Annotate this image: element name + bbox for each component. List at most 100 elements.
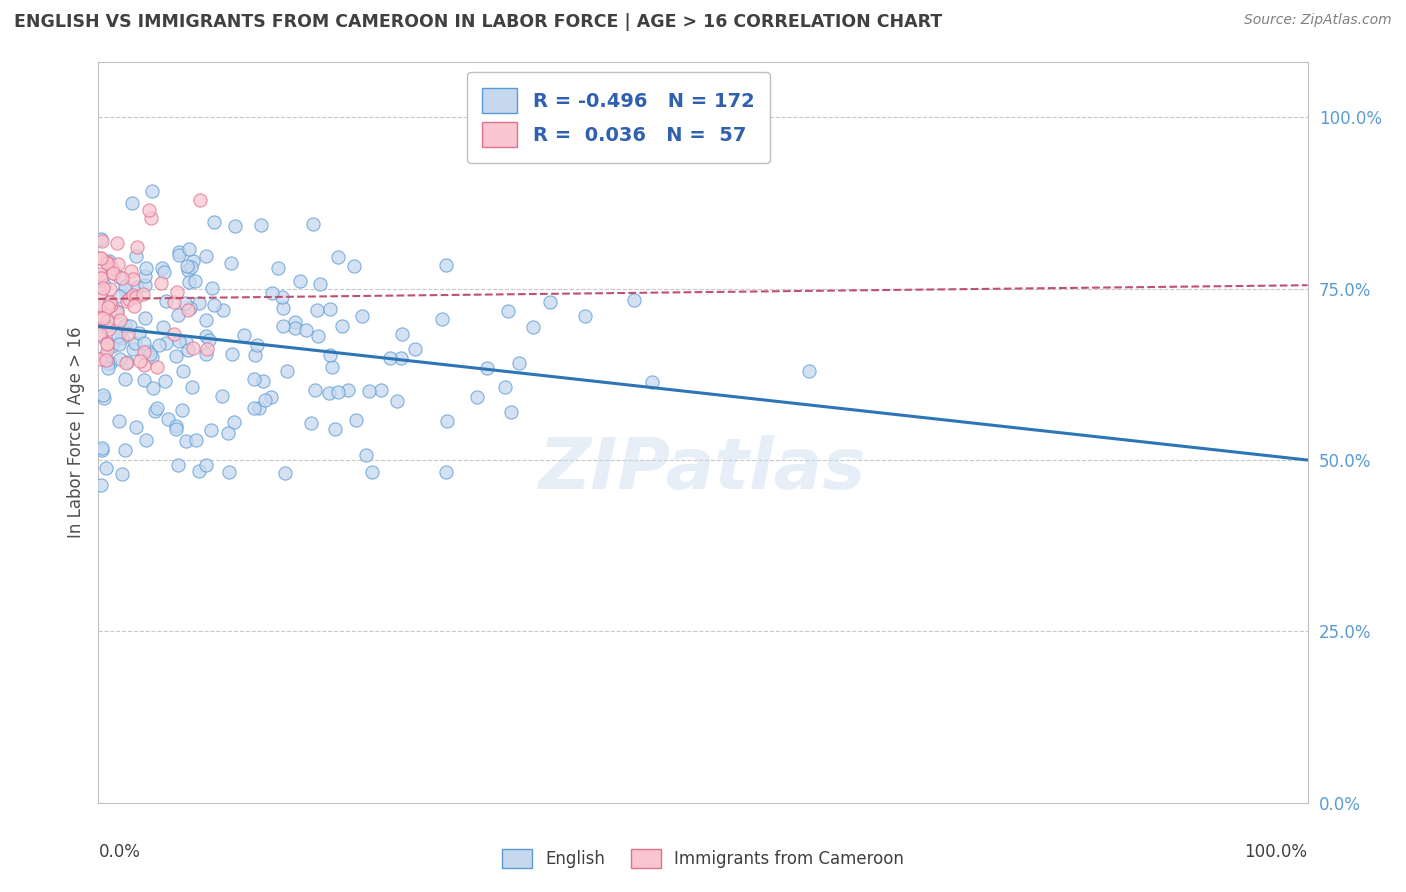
Point bbox=[271, 301, 294, 316]
Point bbox=[190, 194, 212, 208]
Point bbox=[165, 418, 187, 433]
Point bbox=[132, 358, 155, 372]
Point bbox=[89, 286, 111, 301]
Point bbox=[125, 419, 148, 434]
Point bbox=[96, 314, 118, 328]
Point bbox=[318, 348, 340, 362]
Point bbox=[135, 260, 157, 275]
Point bbox=[139, 211, 162, 226]
Point bbox=[90, 441, 112, 455]
Point bbox=[111, 467, 134, 482]
Point bbox=[260, 286, 283, 301]
Point bbox=[98, 322, 121, 336]
Point bbox=[172, 364, 194, 378]
Point bbox=[125, 249, 148, 263]
Point bbox=[132, 344, 155, 359]
Point bbox=[274, 466, 297, 480]
Point bbox=[121, 195, 143, 210]
Point bbox=[179, 301, 201, 316]
Point bbox=[172, 402, 194, 417]
Point bbox=[224, 219, 246, 234]
Point bbox=[475, 361, 498, 376]
Point bbox=[100, 298, 122, 312]
Point bbox=[97, 356, 120, 370]
Point bbox=[136, 343, 159, 358]
Point bbox=[153, 375, 176, 389]
Point bbox=[96, 255, 118, 269]
Point bbox=[166, 285, 188, 299]
Point bbox=[177, 275, 200, 289]
Point bbox=[90, 235, 112, 249]
Point bbox=[97, 360, 120, 375]
Point bbox=[195, 342, 218, 356]
Point bbox=[221, 347, 243, 361]
Point bbox=[152, 319, 174, 334]
Point bbox=[202, 214, 225, 228]
Point bbox=[90, 477, 112, 491]
Point bbox=[174, 335, 197, 350]
Point bbox=[117, 355, 139, 369]
Point bbox=[125, 290, 148, 304]
Point bbox=[108, 289, 131, 303]
Point bbox=[174, 434, 197, 449]
Point bbox=[233, 327, 256, 342]
Point bbox=[94, 349, 117, 363]
Point bbox=[318, 385, 340, 400]
Point bbox=[89, 267, 111, 281]
Point bbox=[155, 335, 177, 350]
Point bbox=[221, 255, 243, 269]
Text: ZIPatlas: ZIPatlas bbox=[540, 435, 866, 504]
Point bbox=[352, 309, 374, 323]
Point bbox=[574, 309, 596, 323]
Point bbox=[114, 372, 136, 386]
Point bbox=[217, 425, 239, 440]
Point bbox=[319, 301, 342, 316]
Point bbox=[301, 217, 323, 231]
Point bbox=[284, 320, 307, 334]
Point bbox=[96, 336, 118, 351]
Point bbox=[180, 260, 202, 274]
Point bbox=[143, 403, 166, 417]
Point bbox=[254, 393, 277, 408]
Point bbox=[138, 202, 160, 217]
Point bbox=[337, 383, 360, 397]
Point bbox=[202, 298, 225, 312]
Point bbox=[115, 293, 138, 308]
Point bbox=[305, 302, 328, 317]
Point bbox=[107, 257, 129, 271]
Point bbox=[114, 278, 136, 293]
Point bbox=[188, 296, 211, 310]
Point bbox=[326, 250, 349, 264]
Point bbox=[141, 184, 163, 198]
Point bbox=[799, 364, 821, 378]
Point bbox=[243, 372, 266, 386]
Point bbox=[97, 300, 120, 314]
Text: 0.0%: 0.0% bbox=[98, 843, 141, 861]
Point bbox=[97, 253, 120, 268]
Point bbox=[91, 281, 114, 295]
Point bbox=[165, 422, 187, 436]
Point bbox=[184, 275, 207, 289]
Point bbox=[155, 294, 177, 309]
Point bbox=[132, 373, 155, 387]
Point bbox=[167, 334, 190, 349]
Point bbox=[389, 351, 412, 366]
Point bbox=[522, 319, 544, 334]
Point bbox=[243, 401, 266, 415]
Point bbox=[114, 318, 136, 333]
Point bbox=[105, 236, 128, 251]
Point bbox=[89, 298, 111, 312]
Point bbox=[166, 458, 188, 473]
Point bbox=[93, 388, 115, 402]
Point bbox=[501, 405, 523, 419]
Point bbox=[93, 310, 115, 325]
Point bbox=[186, 433, 208, 447]
Point bbox=[404, 342, 426, 356]
Point bbox=[135, 434, 157, 448]
Point bbox=[134, 336, 156, 351]
Point bbox=[508, 356, 530, 370]
Point bbox=[120, 263, 142, 277]
Point bbox=[246, 338, 269, 352]
Point bbox=[90, 328, 112, 343]
Point bbox=[108, 313, 131, 327]
